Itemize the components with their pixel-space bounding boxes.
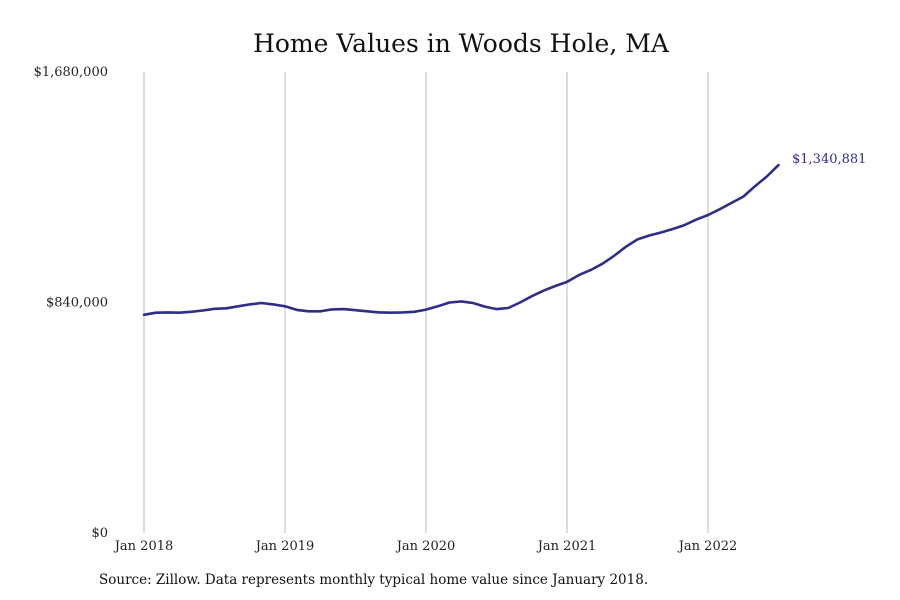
x-tick-label: Jan 2019 <box>254 539 315 554</box>
x-tick-label: Jan 2022 <box>677 539 738 554</box>
y-tick-label: $840,000 <box>46 296 108 311</box>
x-tick-label: Jan 2018 <box>113 539 174 554</box>
y-tick-label: $0 <box>91 526 108 541</box>
chart-title: Home Values in Woods Hole, MA <box>253 29 670 58</box>
source-note: Source: Zillow. Data represents monthly … <box>99 572 649 588</box>
y-axis-ticks: $0 $840,000 $1,680,000 <box>34 65 108 541</box>
series-line-0 <box>142 163 780 317</box>
x-tick-label: Jan 2020 <box>395 539 456 554</box>
x-axis-ticks: Jan 2018 Jan 2019 Jan 2020 Jan 2021 Jan 2022 <box>113 539 738 554</box>
gridlines <box>143 72 709 533</box>
series-group <box>142 163 780 317</box>
x-tick-label: Jan 2021 <box>536 539 597 554</box>
end-value-label: $1,340,881 <box>792 152 866 167</box>
y-tick-label: $1,680,000 <box>34 65 108 80</box>
